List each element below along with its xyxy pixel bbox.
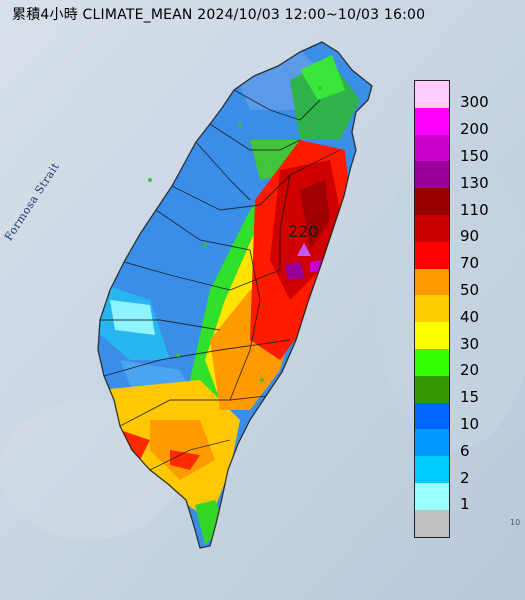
legend-swatch bbox=[415, 295, 449, 323]
legend-swatch bbox=[415, 161, 449, 189]
legend-swatch bbox=[415, 429, 449, 457]
legend-label: 40 bbox=[460, 307, 480, 326]
max-rainfall-marker-icon bbox=[297, 243, 311, 256]
legend-swatch bbox=[415, 456, 449, 483]
edge-label: 10 bbox=[510, 518, 521, 527]
legend-label: 2 bbox=[460, 468, 470, 487]
legend-label: 150 bbox=[460, 147, 489, 165]
legend-label: 1 bbox=[460, 495, 470, 514]
map-title: 累積4小時 CLIMATE_MEAN 2024/10/03 12:00~10/0… bbox=[12, 7, 426, 23]
legend-label: 10 bbox=[460, 415, 480, 433]
legend-label: 200 bbox=[460, 120, 489, 139]
legend-swatch bbox=[415, 509, 449, 537]
legend-swatch bbox=[415, 241, 449, 269]
max-rainfall-label: 220 bbox=[288, 222, 319, 241]
stations bbox=[148, 86, 322, 382]
legend-swatch bbox=[415, 375, 449, 403]
legend-swatch bbox=[415, 107, 449, 135]
legend-swatch bbox=[415, 348, 449, 376]
county-borders bbox=[97, 41, 373, 549]
legend-swatch bbox=[415, 188, 449, 215]
legend-swatch bbox=[415, 402, 449, 430]
legend-label: 15 bbox=[460, 388, 480, 407]
legend-label: 30 bbox=[460, 334, 480, 353]
legend-label: 300 bbox=[460, 93, 489, 112]
legend-label: 70 bbox=[460, 254, 480, 273]
legend-label: 110 bbox=[460, 200, 489, 219]
legend-label: 6 bbox=[460, 441, 470, 460]
legend-label: 90 bbox=[460, 227, 480, 246]
legend-label: 130 bbox=[460, 173, 489, 192]
legend-swatch bbox=[415, 268, 449, 296]
legend-label: 50 bbox=[460, 281, 480, 299]
legend-swatch bbox=[415, 134, 449, 162]
legend-swatch bbox=[415, 322, 449, 349]
legend-swatch bbox=[415, 214, 449, 242]
legend-label: 20 bbox=[460, 361, 480, 380]
color-legend bbox=[414, 80, 450, 538]
legend-swatch bbox=[415, 81, 449, 108]
legend-swatch bbox=[415, 482, 449, 510]
